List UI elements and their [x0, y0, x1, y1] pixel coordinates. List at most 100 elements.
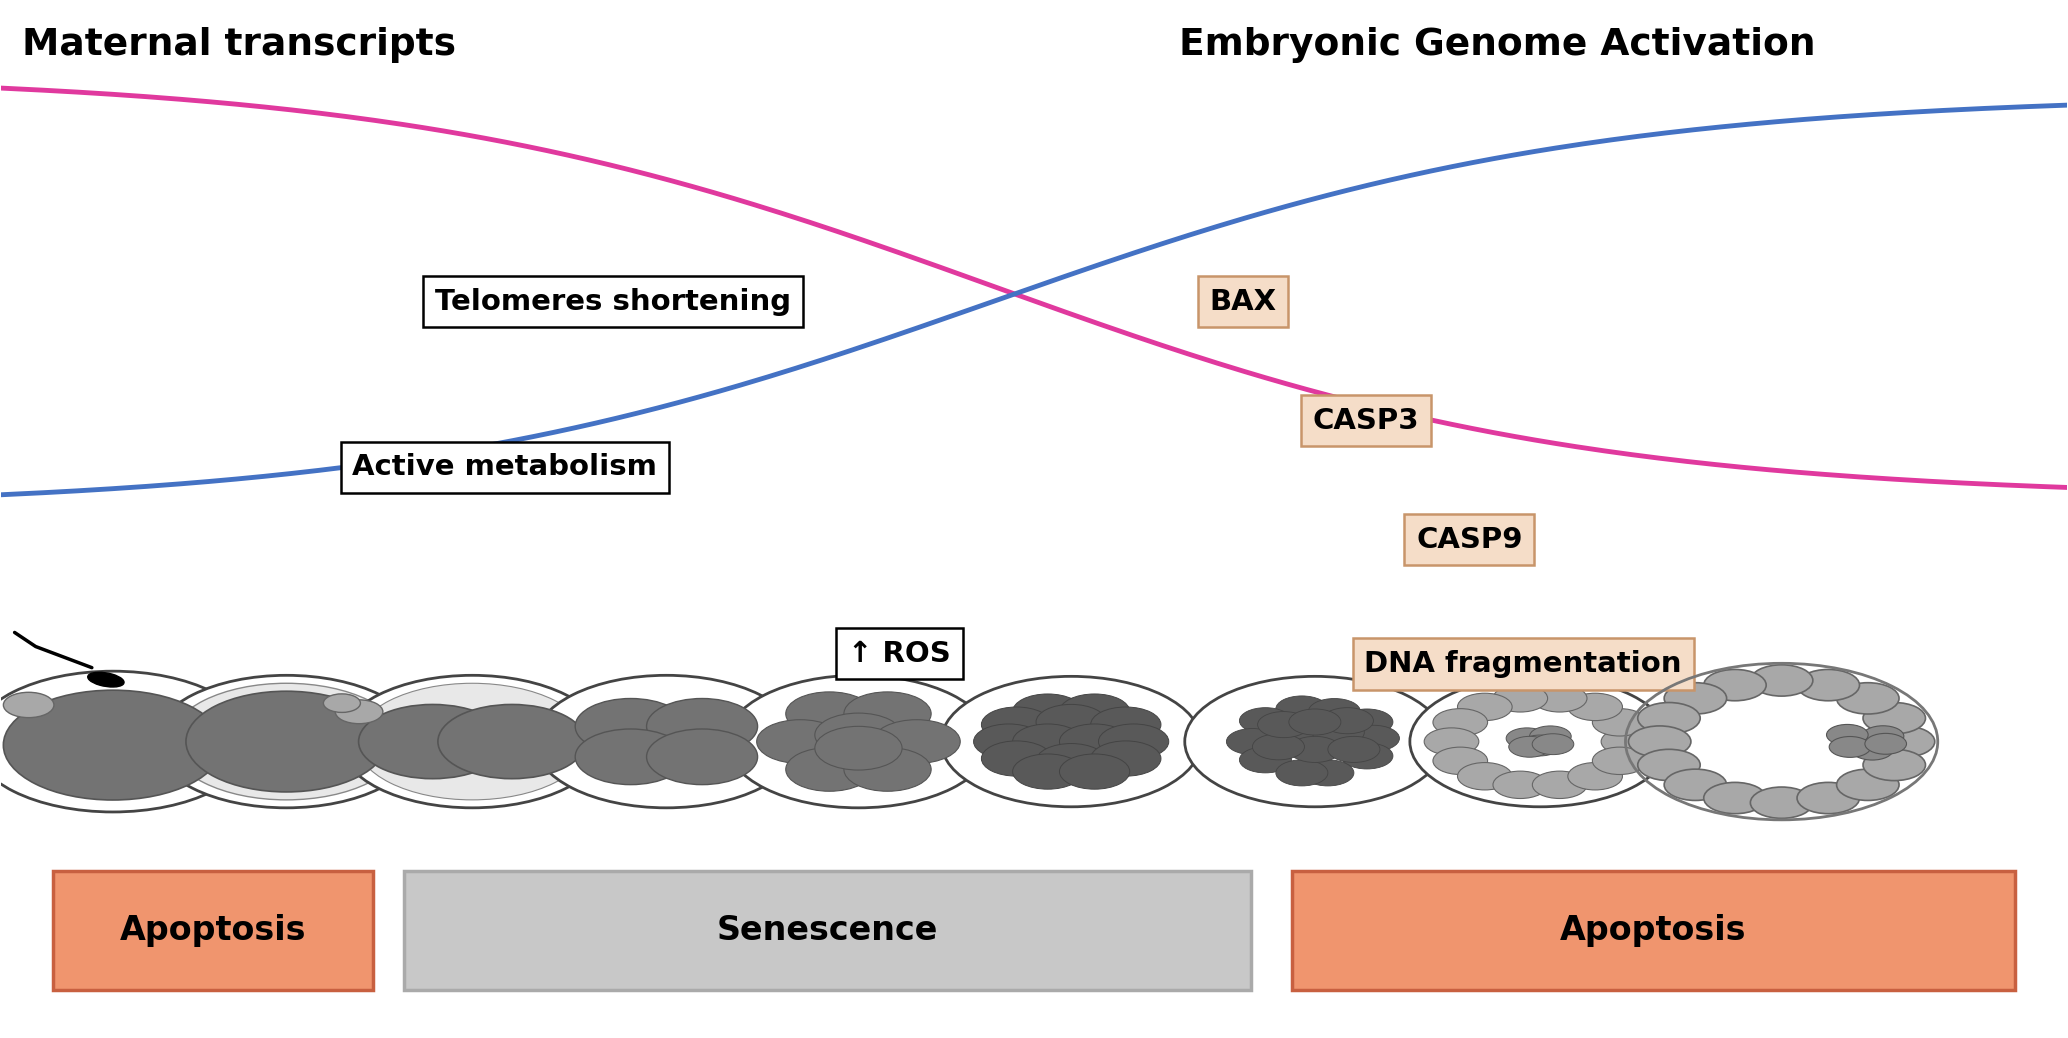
Circle shape	[844, 747, 931, 791]
FancyBboxPatch shape	[1292, 871, 2014, 990]
Circle shape	[1493, 771, 1547, 798]
Text: BAX: BAX	[1210, 288, 1276, 316]
Circle shape	[4, 692, 54, 717]
Circle shape	[1532, 685, 1586, 712]
Circle shape	[1226, 729, 1278, 755]
Circle shape	[1458, 763, 1512, 790]
Circle shape	[1059, 694, 1129, 729]
Circle shape	[1861, 726, 1905, 746]
Circle shape	[1239, 746, 1290, 773]
Circle shape	[1433, 709, 1487, 736]
Circle shape	[1288, 736, 1340, 763]
Circle shape	[1328, 736, 1379, 763]
Circle shape	[1036, 705, 1106, 740]
Circle shape	[438, 705, 585, 778]
Circle shape	[1750, 787, 1814, 818]
Circle shape	[1851, 739, 1892, 760]
Circle shape	[982, 741, 1053, 776]
Circle shape	[1532, 771, 1586, 798]
FancyBboxPatch shape	[54, 871, 372, 990]
Circle shape	[1276, 695, 1328, 722]
Text: Apoptosis: Apoptosis	[120, 914, 306, 947]
Circle shape	[1638, 749, 1700, 781]
Circle shape	[1257, 712, 1309, 738]
Circle shape	[786, 747, 873, 791]
Circle shape	[1288, 709, 1340, 735]
Circle shape	[1750, 664, 1814, 696]
Circle shape	[1830, 737, 1872, 758]
Circle shape	[1098, 723, 1168, 759]
Circle shape	[1253, 734, 1305, 760]
Circle shape	[358, 705, 507, 778]
Circle shape	[1510, 736, 1551, 758]
Circle shape	[1836, 769, 1898, 800]
Circle shape	[815, 727, 902, 770]
Circle shape	[844, 692, 931, 736]
Circle shape	[1340, 709, 1394, 735]
Circle shape	[575, 729, 687, 785]
Circle shape	[1704, 670, 1766, 701]
Circle shape	[1270, 720, 1321, 746]
Circle shape	[757, 719, 844, 763]
Circle shape	[1863, 749, 1925, 781]
Circle shape	[1239, 708, 1290, 734]
Circle shape	[1601, 728, 1656, 756]
Circle shape	[1797, 783, 1859, 814]
Circle shape	[1826, 725, 1867, 745]
Circle shape	[575, 699, 687, 755]
Circle shape	[1872, 726, 1936, 758]
Text: CASP3: CASP3	[1313, 407, 1419, 435]
Text: Maternal transcripts: Maternal transcripts	[23, 27, 457, 63]
Circle shape	[647, 699, 757, 755]
Circle shape	[1348, 726, 1400, 752]
Circle shape	[1059, 754, 1129, 789]
Text: CASP9: CASP9	[1417, 525, 1522, 553]
Circle shape	[1520, 735, 1561, 756]
Circle shape	[1865, 734, 1907, 755]
Circle shape	[1704, 783, 1766, 814]
Circle shape	[323, 693, 360, 712]
Circle shape	[335, 700, 383, 723]
Circle shape	[1532, 734, 1574, 755]
Circle shape	[186, 691, 387, 792]
Circle shape	[726, 676, 991, 808]
Circle shape	[1410, 677, 1671, 807]
Circle shape	[1506, 728, 1547, 748]
Circle shape	[647, 729, 757, 785]
Text: Telomeres shortening: Telomeres shortening	[434, 288, 792, 316]
Circle shape	[1309, 699, 1361, 725]
Circle shape	[1836, 683, 1898, 714]
Circle shape	[1013, 694, 1084, 729]
Circle shape	[873, 719, 960, 763]
Circle shape	[1493, 685, 1547, 712]
Circle shape	[534, 676, 798, 808]
Circle shape	[1843, 731, 1884, 752]
Circle shape	[1090, 741, 1160, 776]
Circle shape	[1568, 763, 1623, 790]
Circle shape	[0, 672, 254, 812]
Circle shape	[1628, 726, 1692, 758]
Circle shape	[1797, 670, 1859, 701]
Circle shape	[1013, 723, 1084, 759]
Circle shape	[155, 676, 418, 808]
Circle shape	[170, 683, 403, 800]
Circle shape	[1059, 723, 1129, 759]
Circle shape	[1638, 703, 1700, 734]
Ellipse shape	[87, 673, 124, 687]
Circle shape	[1530, 726, 1572, 746]
Circle shape	[1425, 728, 1479, 756]
Circle shape	[1321, 708, 1373, 734]
Circle shape	[1276, 760, 1328, 786]
Circle shape	[1568, 693, 1623, 720]
Circle shape	[1340, 743, 1394, 769]
Circle shape	[1313, 719, 1365, 745]
Text: ↑ ROS: ↑ ROS	[848, 639, 951, 667]
Circle shape	[786, 692, 873, 736]
Circle shape	[982, 707, 1053, 742]
Circle shape	[1863, 703, 1925, 734]
Circle shape	[339, 676, 604, 808]
Circle shape	[1036, 743, 1106, 778]
Circle shape	[1592, 709, 1646, 736]
Text: DNA fragmentation: DNA fragmentation	[1365, 650, 1681, 678]
Circle shape	[356, 683, 589, 800]
